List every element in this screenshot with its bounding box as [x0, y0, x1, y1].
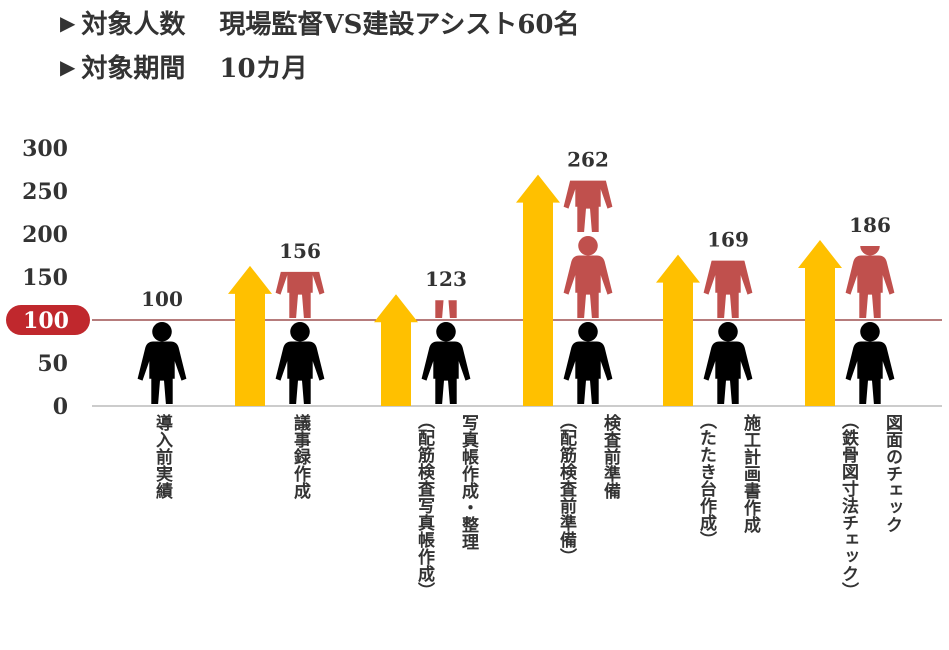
- category-sublabel: （鉄骨図寸法チェック）: [838, 412, 858, 599]
- person-extra-icon: [563, 180, 613, 232]
- y-tick-label: 150: [22, 265, 68, 291]
- category-label: 検査前準備: [600, 414, 620, 499]
- data-label: 156: [279, 239, 321, 263]
- person-base-icon-head: [860, 322, 880, 342]
- y-tick-label: 50: [37, 351, 68, 377]
- data-label: 100: [141, 287, 183, 311]
- y-tick-label: 300: [22, 136, 68, 162]
- bar-arrow: [656, 254, 700, 406]
- person-extra-icon-body: [275, 271, 325, 318]
- chart-mark-group: 169: [656, 228, 753, 406]
- person-base-icon-body: [703, 341, 753, 404]
- bar-arrow: [228, 265, 272, 406]
- person-base-icon-head: [152, 322, 172, 342]
- person-extra-icon-body: [703, 260, 753, 318]
- person-base-icon: [563, 322, 613, 404]
- y-tick-label: 0: [53, 394, 68, 420]
- person-base-icon: [137, 322, 187, 404]
- target-count-label: 対象人数: [81, 10, 186, 40]
- person-base-icon: [703, 322, 753, 404]
- category-sublabel: （配筋検査前準備）: [556, 412, 576, 565]
- chart-mark-group: 262: [516, 148, 613, 406]
- category-label: 図面のチェック: [882, 414, 902, 533]
- person-extra-icon-body: [435, 300, 457, 318]
- triangle-bullet-icon: ▶: [60, 54, 76, 79]
- data-label: 186: [849, 213, 891, 237]
- category-label: 導入前実績: [152, 414, 172, 499]
- bar-arrow: [798, 240, 842, 406]
- person-base-icon-body: [137, 341, 187, 404]
- bar-arrow: [516, 174, 560, 406]
- chart-mark-group: 123: [374, 236, 471, 406]
- target-period-label: 対象期間: [81, 54, 186, 84]
- person-extra-icon-body: [563, 180, 613, 232]
- person-base-icon-body: [421, 341, 471, 404]
- reference-badge-label: 100: [23, 308, 69, 334]
- chart-mark-group: 100: [137, 287, 187, 404]
- person-extra-icon: [845, 246, 895, 318]
- reference-badge: [6, 305, 90, 335]
- person-base-icon-head: [718, 322, 738, 342]
- person-base-icon-body: [845, 341, 895, 404]
- person-base-icon-body: [275, 341, 325, 404]
- y-tick-label: 200: [22, 222, 68, 248]
- person-base-icon-head: [578, 322, 598, 342]
- person-base-icon: [421, 322, 471, 404]
- person-extra-icon: [275, 271, 325, 318]
- person-extra-icon: [563, 236, 613, 318]
- category-sublabel: （配筋検査写真帳作成）: [414, 412, 434, 599]
- category-label: 議事録作成: [290, 414, 310, 499]
- person-base-icon-body: [563, 341, 613, 404]
- target-count-value: 現場監督VS建設アシスト60名: [219, 10, 580, 40]
- target-period-value: 10カ月: [219, 54, 308, 84]
- person-extra-icon-head: [578, 236, 598, 256]
- data-label: 262: [567, 148, 609, 172]
- header-line-2: ▶ 対象期間 10カ月: [60, 48, 308, 85]
- person-base-icon: [845, 322, 895, 404]
- category-label: 施工計画書作成: [740, 414, 760, 533]
- person-base-icon-head: [436, 322, 456, 342]
- person-extra-icon-body: [845, 255, 895, 318]
- y-tick-label: 250: [22, 179, 68, 205]
- person-extra-icon-body: [563, 255, 613, 318]
- bar-arrow: [374, 294, 418, 406]
- person-extra-icon-head: [860, 246, 880, 256]
- triangle-bullet-icon: ▶: [60, 10, 76, 35]
- person-extra-icon: [703, 260, 753, 318]
- header-line-1: ▶ 対象人数 現場監督VS建設アシスト60名: [60, 4, 580, 41]
- data-label: 169: [707, 228, 749, 252]
- person-extra-icon-head: [436, 236, 456, 256]
- data-label: 123: [425, 267, 467, 291]
- chart-mark-group: 186: [798, 213, 895, 406]
- chart-mark-group: 156: [228, 239, 325, 406]
- person-base-icon: [275, 322, 325, 404]
- category-label: 写真帳作成・整理: [458, 414, 478, 550]
- person-base-icon-head: [290, 322, 310, 342]
- person-extra-icon: [435, 236, 457, 318]
- category-sublabel: （たたき台作成）: [696, 412, 716, 548]
